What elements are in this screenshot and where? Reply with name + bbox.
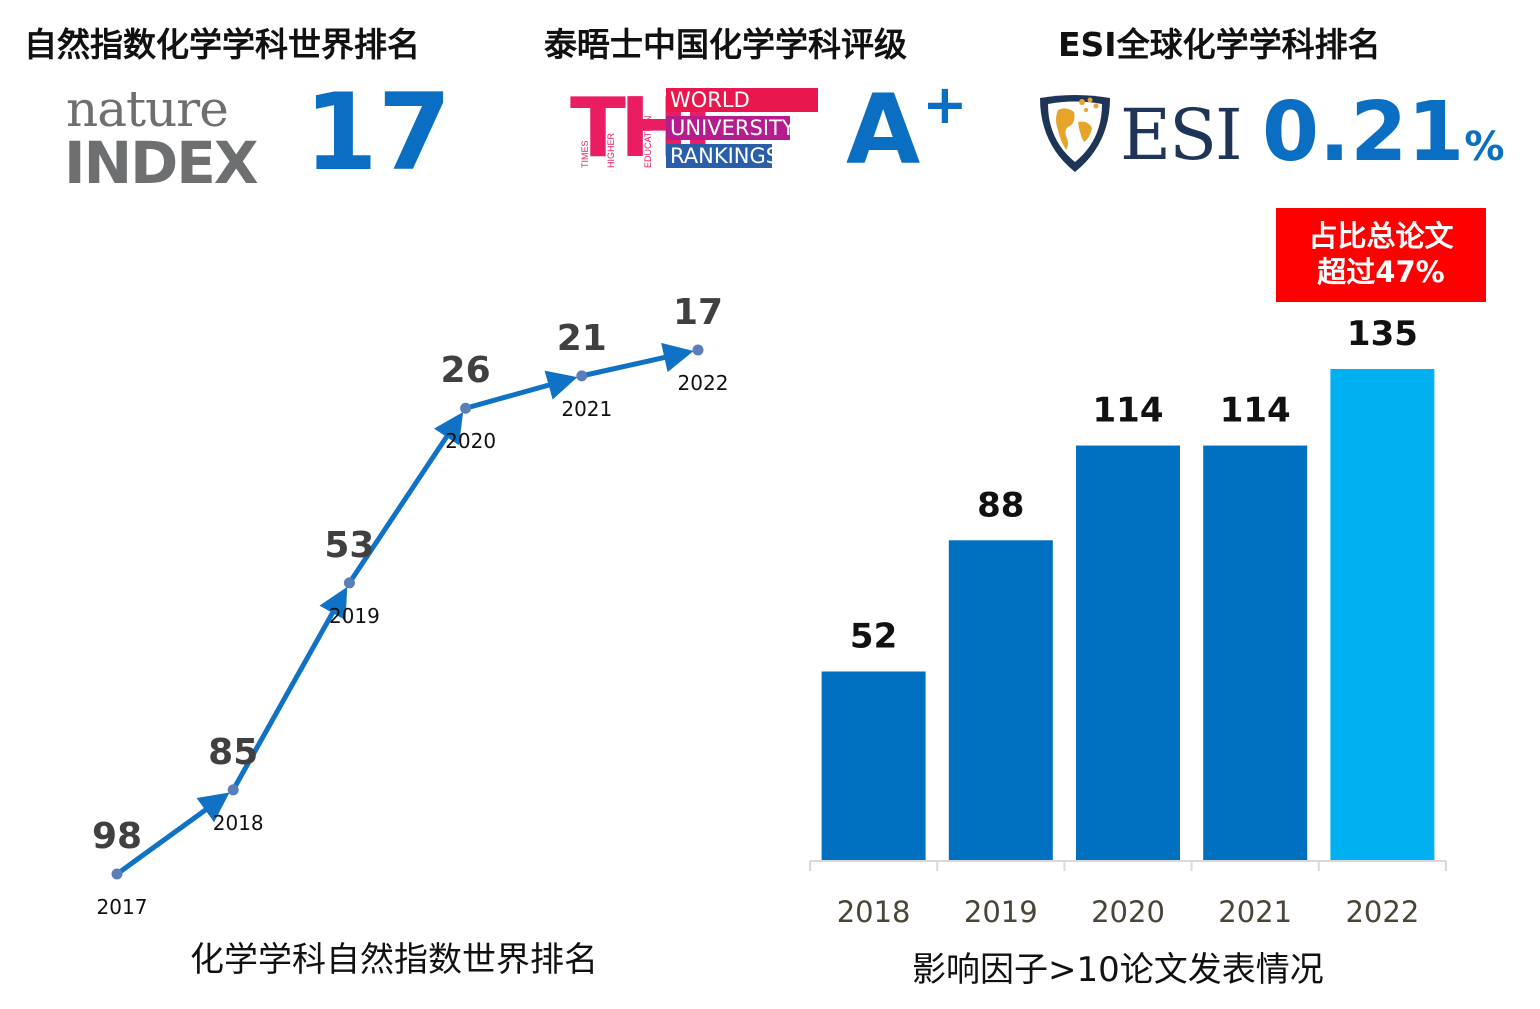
- nature-rank-value: 17: [304, 71, 452, 194]
- rank-label-2018: 85: [208, 732, 258, 773]
- nature-index-logo-line2: INDEX: [64, 129, 259, 197]
- nature-index-header: 自然指数化学学科世界排名: [24, 25, 420, 64]
- bar-2018: [821, 671, 926, 861]
- bar-2019: [948, 540, 1053, 861]
- rank-line-segment-2018-2019: [231, 586, 348, 792]
- rank-year-label-2019: 2019: [329, 604, 380, 628]
- callout-badge: 占比总论文 超过47%: [1276, 208, 1486, 302]
- rank-label-2017: 98: [92, 816, 142, 857]
- rank-year-label-2022: 2022: [678, 371, 729, 395]
- bar-2021: [1203, 445, 1308, 861]
- the-logo-band-world: WORLD: [666, 88, 818, 112]
- nature-index-logo-line1: nature: [66, 80, 229, 138]
- rank-line-segment-2021-2022: [581, 342, 694, 379]
- bar-2020: [1076, 445, 1180, 861]
- the-header: 泰晤士中国化学学科评级: [544, 25, 907, 64]
- rank-label-2021: 21: [557, 318, 607, 359]
- rank-point-2021: [576, 370, 588, 382]
- rank-year-label-2017: 2017: [97, 895, 148, 919]
- bar-value-label-2022: 135: [1347, 314, 1418, 354]
- esi-header: ESI全球化学学科排名: [1058, 25, 1381, 64]
- rank-label-2020: 26: [441, 350, 491, 391]
- x-tick-label-2018: 2018: [837, 895, 911, 929]
- rank-line-segment-2020-2021: [464, 370, 578, 411]
- rank-year-label-2021: 2021: [561, 397, 612, 421]
- esi-percent-unit: %: [1464, 124, 1505, 170]
- bar-chart-caption: 影响因子>10论文发表情况: [912, 950, 1324, 990]
- callout-line2: 超过47%: [1317, 255, 1445, 289]
- bar-2022: [1330, 369, 1435, 861]
- rank-point-2020: [460, 402, 472, 414]
- x-tick-label-2019: 2019: [964, 895, 1038, 929]
- rank-point-2019: [343, 577, 355, 589]
- bar-value-label-2020: 114: [1093, 391, 1164, 431]
- the-grade-letter: A: [846, 74, 921, 186]
- the-logo: THE TIMES HIGHER EDUCATION WORLD UNIVERS…: [570, 86, 820, 170]
- esi-logo-text: ESI: [1120, 94, 1243, 176]
- x-tick-label-2021: 2021: [1218, 895, 1292, 929]
- esi-shield-icon: [1040, 95, 1110, 172]
- bar-value-label-2021: 114: [1220, 391, 1291, 431]
- esi-percent-number: 0.21: [1262, 85, 1465, 180]
- bar-value-label-2018: 52: [850, 616, 897, 656]
- papers-bar-chart: 52 88 114 114 135 2018 2019 2020 2021 2022: [809, 314, 1447, 929]
- callout-line1: 占比总论文: [1308, 219, 1454, 253]
- the-logo-band-university: UNIVERSITY: [666, 116, 790, 140]
- rank-point-2017: [111, 868, 123, 880]
- nature-index-logo: nature INDEX: [64, 84, 264, 192]
- the-grade-value: A+: [846, 78, 968, 179]
- the-grade-plus: +: [922, 73, 968, 136]
- esi-percent-value: 0.21%: [1262, 92, 1504, 174]
- bar-value-label-2019: 88: [977, 485, 1024, 525]
- the-logo-band-rankings: RANKINGS: [666, 144, 772, 168]
- rank-chart-caption: 化学学科自然指数世界排名: [190, 940, 598, 980]
- esi-logo: ESI: [1036, 92, 1254, 176]
- rank-line-chart: 98 85 53 26 21 17 2017 2018 2019 2020 2021 2022: [92, 292, 729, 919]
- rank-line-segment-2019-2020: [347, 411, 464, 585]
- rank-line-segment-2017-2018: [115, 792, 230, 877]
- rank-label-2019: 53: [324, 525, 374, 566]
- rank-year-label-2018: 2018: [213, 811, 264, 835]
- rank-label-2022: 17: [673, 292, 723, 333]
- x-tick-label-2022: 2022: [1345, 895, 1419, 929]
- rank-year-label-2020: 2020: [445, 429, 496, 453]
- rank-point-2022: [692, 344, 704, 356]
- x-tick-label-2020: 2020: [1091, 895, 1165, 929]
- rank-point-2018: [227, 784, 239, 796]
